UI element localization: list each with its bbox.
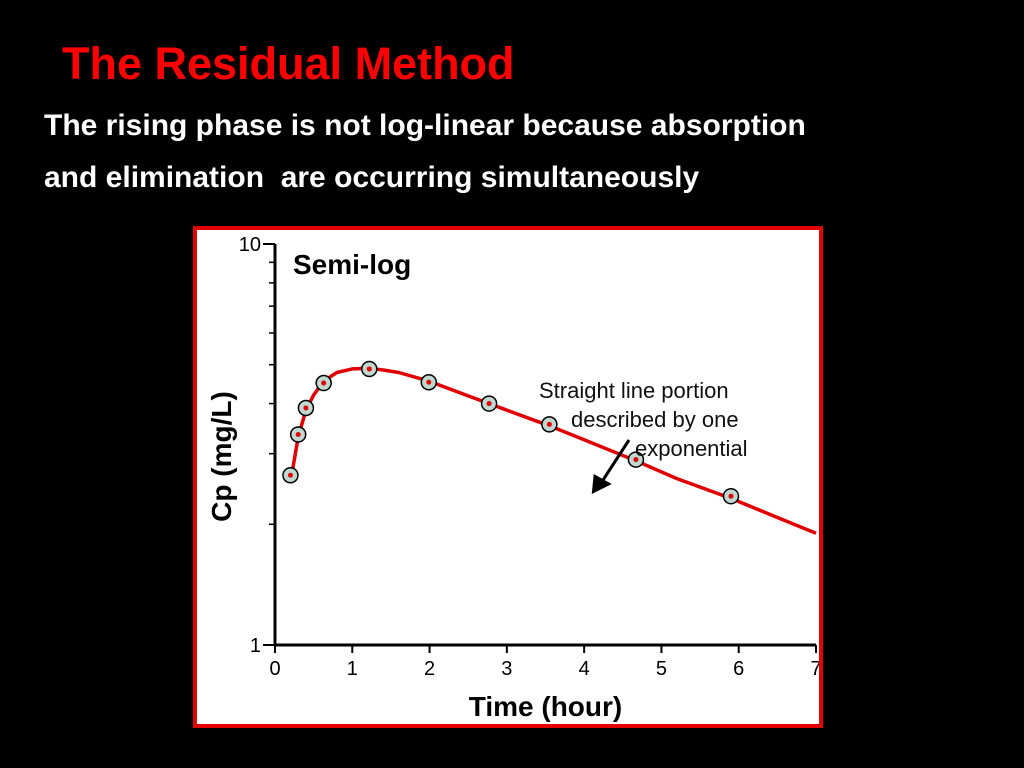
y-axis-label: Cp (mg/L) [206,391,237,522]
annotation-line: described by one [571,407,739,432]
annotation-line: exponential [635,436,748,461]
annotation-arrow-head [591,474,612,494]
x-tick-label: 4 [579,658,590,680]
chart-title: Semi-log [293,249,411,280]
x-tick-label: 7 [810,658,819,680]
slide-subtitle: The rising phase is not log-linear becau… [44,100,1014,204]
annotation-arrow-shaft [600,439,631,483]
subtitle-line-2: and elimination are occurring simultaneo… [44,161,700,194]
x-axis-label: Time (hour) [469,691,622,722]
fitted-curve [288,366,817,535]
x-tick-label: 0 [269,658,280,680]
data-point-center [303,405,309,411]
annotation-line: Straight line portion [539,378,729,403]
x-tick-label: 1 [347,658,358,680]
x-tick-label: 2 [424,658,435,680]
data-point-center [633,457,639,463]
y-tick-label: 1 [250,635,261,657]
data-point-center [295,431,301,437]
chart-frame: 1 10 0 1 2 3 4 5 6 7 Time (hour) Cp (mg/L) Semi-log S… [193,226,823,728]
data-point-center [728,493,734,499]
data-point-center [426,379,432,385]
data-point-center [366,366,372,372]
subtitle-line-1: The rising phase is not log-linear becau… [44,109,806,142]
slide-title: The Residual Method [62,38,515,89]
x-tick-label: 5 [656,658,667,680]
x-tick-label: 3 [501,658,512,680]
x-tick-label: 6 [733,658,744,680]
data-point-center [321,380,327,386]
data-point-center [287,472,293,478]
data-point-center [546,421,552,427]
y-tick-label: 10 [239,234,261,256]
data-point-center [486,401,492,407]
